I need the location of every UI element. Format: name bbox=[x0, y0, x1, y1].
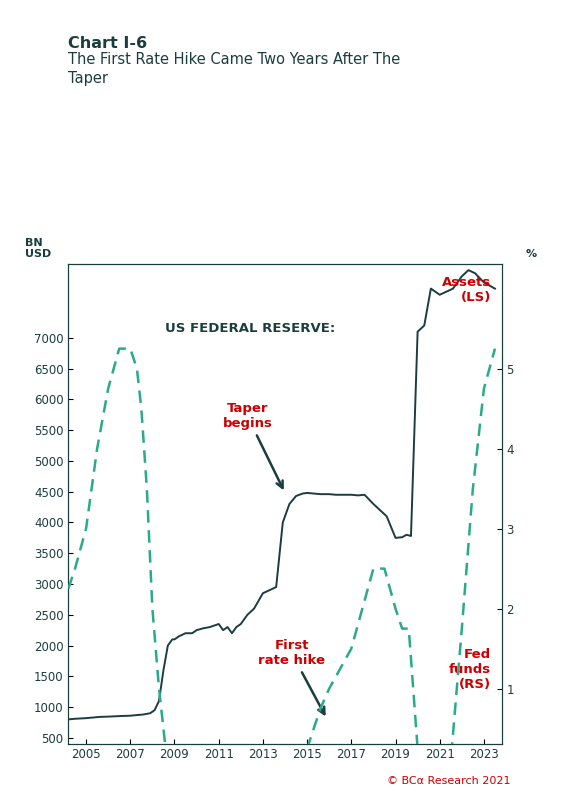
Text: Chart I-6: Chart I-6 bbox=[68, 36, 148, 51]
Text: Fed
funds
(RS): Fed funds (RS) bbox=[449, 648, 491, 691]
Text: The First Rate Hike Came Two Years After The
Taper: The First Rate Hike Came Two Years After… bbox=[68, 52, 401, 86]
Text: BN
USD: BN USD bbox=[25, 238, 51, 259]
Text: First
rate hike: First rate hike bbox=[258, 639, 325, 714]
Text: © BCα Research 2021: © BCα Research 2021 bbox=[386, 776, 510, 786]
Text: Assets
(LS): Assets (LS) bbox=[442, 276, 491, 304]
Text: US FEDERAL RESERVE:: US FEDERAL RESERVE: bbox=[165, 322, 336, 334]
Text: %: % bbox=[525, 249, 536, 259]
Text: Taper
begins: Taper begins bbox=[222, 402, 283, 488]
